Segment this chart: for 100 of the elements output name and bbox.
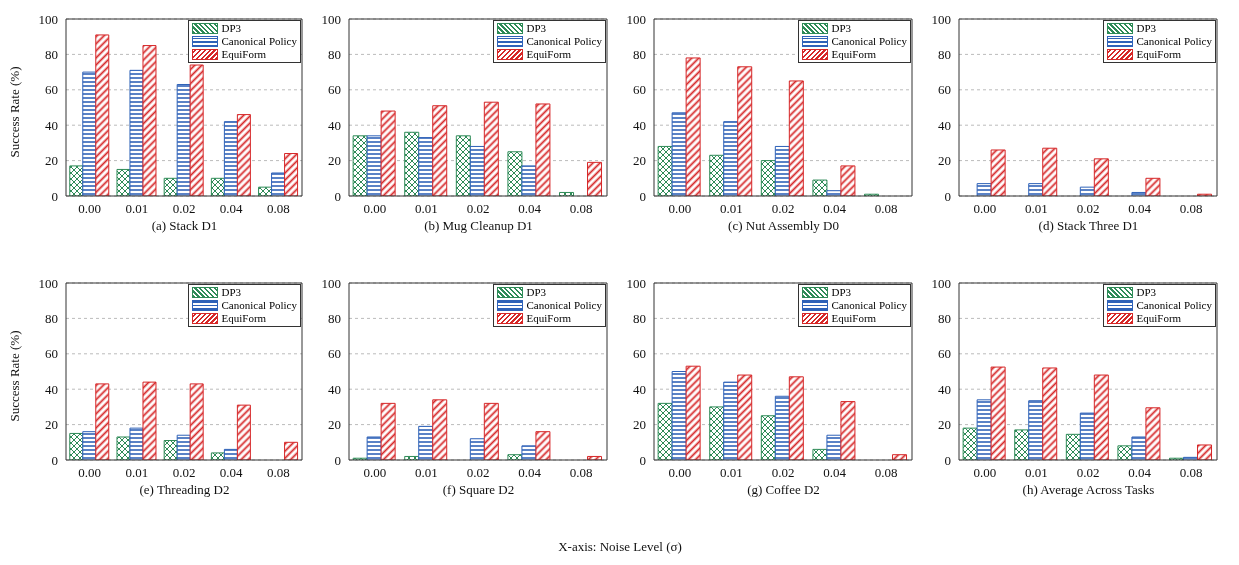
x-tick-label: 0.04 bbox=[219, 201, 244, 217]
x-tick-label: 0.08 bbox=[267, 465, 290, 481]
x-tick-label: 0.00 bbox=[973, 201, 997, 217]
x-tick-label: 0.04 bbox=[219, 465, 244, 481]
y-tick-label: 40 bbox=[633, 117, 646, 133]
x-tick-label: 0.02 bbox=[172, 201, 196, 217]
x-tick-label: 0.00 bbox=[78, 201, 101, 217]
y-tick-label: 20 bbox=[938, 153, 951, 169]
legend-label: Canonical Policy bbox=[526, 35, 602, 48]
legend-label: EquiForm bbox=[221, 312, 267, 325]
legend-label: EquiForm bbox=[221, 48, 267, 61]
y-tick-label: 0 bbox=[639, 452, 646, 468]
y-tick-label: 60 bbox=[328, 82, 341, 98]
x-tick-label: 0.02 bbox=[1076, 201, 1100, 217]
legend-label: Canonical Policy bbox=[526, 299, 602, 312]
x-tick-label: 0.04 bbox=[1128, 465, 1152, 481]
text: (e) Threading D2 bbox=[138, 482, 231, 498]
y-tick-label: 20 bbox=[938, 417, 951, 433]
legend-label: EquiForm bbox=[831, 312, 877, 325]
y-tick-label: 60 bbox=[633, 346, 646, 362]
y-tick-label: 60 bbox=[328, 346, 341, 362]
y-tick-label: 20 bbox=[328, 153, 341, 169]
y-tick-label: 40 bbox=[45, 381, 58, 397]
text: X-axis: Noise Level (σ) bbox=[558, 539, 682, 554]
y-tick-label: 80 bbox=[328, 311, 341, 327]
x-tick-label: 0.04 bbox=[518, 465, 542, 481]
y-tick-label: 40 bbox=[328, 381, 341, 397]
x-tick-label: 0.00 bbox=[363, 201, 387, 217]
legend-label: EquiForm bbox=[831, 48, 877, 61]
x-tick-label: 0.04 bbox=[1128, 201, 1152, 217]
x-tick-label: 0.04 bbox=[823, 465, 847, 481]
y-tick-label: 100 bbox=[321, 275, 341, 291]
x-tick-label: 0.02 bbox=[771, 201, 795, 217]
y-tick-label: 80 bbox=[938, 311, 951, 327]
text: (g) Coffee D2 bbox=[746, 482, 821, 498]
legend-label: EquiForm bbox=[1136, 48, 1182, 61]
legend-label: Canonical Policy bbox=[1136, 35, 1212, 48]
y-tick-label: 20 bbox=[45, 153, 58, 169]
y-tick-label: 60 bbox=[45, 346, 58, 362]
y-tick-label: 20 bbox=[45, 417, 58, 433]
y-tick-label: 0 bbox=[944, 452, 951, 468]
text: (b) Mug Cleanup D1 bbox=[423, 218, 534, 234]
legend-label: Canonical Policy bbox=[221, 299, 297, 312]
x-tick-label: 0.00 bbox=[668, 201, 692, 217]
x-tick-label: 0.08 bbox=[1179, 465, 1203, 481]
x-tick-label: 0.02 bbox=[466, 465, 490, 481]
text: (h) Average Across Tasks bbox=[1021, 482, 1156, 498]
y-axis-title: Success Rate (%) bbox=[6, 330, 22, 422]
y-tick-label: 80 bbox=[633, 311, 646, 327]
x-tick-label: 0.01 bbox=[720, 465, 743, 481]
y-tick-label: 100 bbox=[931, 275, 951, 291]
legend-label: Canonical Policy bbox=[1136, 299, 1212, 312]
legend-label: DP3 bbox=[221, 286, 242, 299]
y-tick-label: 0 bbox=[334, 188, 341, 204]
y-tick-label: 80 bbox=[633, 47, 646, 63]
y-tick-label: 100 bbox=[626, 11, 646, 27]
legend-label: EquiForm bbox=[526, 312, 572, 325]
y-tick-label: 100 bbox=[931, 11, 951, 27]
y-tick-label: 40 bbox=[45, 117, 58, 133]
y-tick-label: 100 bbox=[38, 275, 58, 291]
text: (a) Stack D1 bbox=[150, 218, 219, 234]
x-tick-label: 0.08 bbox=[569, 465, 593, 481]
x-tick-label: 0.01 bbox=[415, 465, 438, 481]
x-tick-label: 0.00 bbox=[78, 465, 101, 481]
y-tick-label: 0 bbox=[51, 452, 58, 468]
y-tick-label: 40 bbox=[328, 117, 341, 133]
text: (c) Nut Assembly D0 bbox=[727, 218, 840, 234]
legend-label: DP3 bbox=[831, 286, 852, 299]
legend-label: DP3 bbox=[831, 22, 852, 35]
legend-label: Canonical Policy bbox=[831, 35, 907, 48]
x-tick-label: 0.00 bbox=[363, 465, 387, 481]
x-tick-label: 0.04 bbox=[518, 201, 542, 217]
y-tick-label: 20 bbox=[633, 417, 646, 433]
text: (f) Square D2 bbox=[441, 482, 516, 498]
y-tick-label: 100 bbox=[38, 11, 58, 27]
x-tick-label: 0.02 bbox=[172, 465, 196, 481]
legend-label: Canonical Policy bbox=[831, 299, 907, 312]
legend-label: DP3 bbox=[526, 22, 547, 35]
legend-label: DP3 bbox=[1136, 22, 1157, 35]
x-tick-label: 0.08 bbox=[874, 465, 898, 481]
y-tick-label: 20 bbox=[328, 417, 341, 433]
x-tick-label: 0.02 bbox=[771, 465, 795, 481]
y-tick-label: 40 bbox=[938, 381, 951, 397]
y-tick-label: 80 bbox=[938, 47, 951, 63]
x-tick-label: 0.02 bbox=[1076, 465, 1100, 481]
x-tick-label: 0.01 bbox=[1025, 465, 1048, 481]
text: (d) Stack Three D1 bbox=[1037, 218, 1140, 234]
legend-label: DP3 bbox=[221, 22, 242, 35]
y-tick-label: 80 bbox=[45, 47, 58, 63]
y-tick-label: 0 bbox=[334, 452, 341, 468]
x-tick-label: 0.00 bbox=[973, 465, 997, 481]
y-tick-label: 40 bbox=[633, 381, 646, 397]
x-tick-label: 0.02 bbox=[466, 201, 490, 217]
x-tick-label: 0.01 bbox=[415, 201, 438, 217]
y-tick-label: 60 bbox=[45, 82, 58, 98]
y-tick-label: 100 bbox=[626, 275, 646, 291]
legend-label: EquiForm bbox=[1136, 312, 1182, 325]
legend-label: DP3 bbox=[1136, 286, 1157, 299]
y-tick-label: 40 bbox=[938, 117, 951, 133]
y-tick-label: 80 bbox=[328, 47, 341, 63]
